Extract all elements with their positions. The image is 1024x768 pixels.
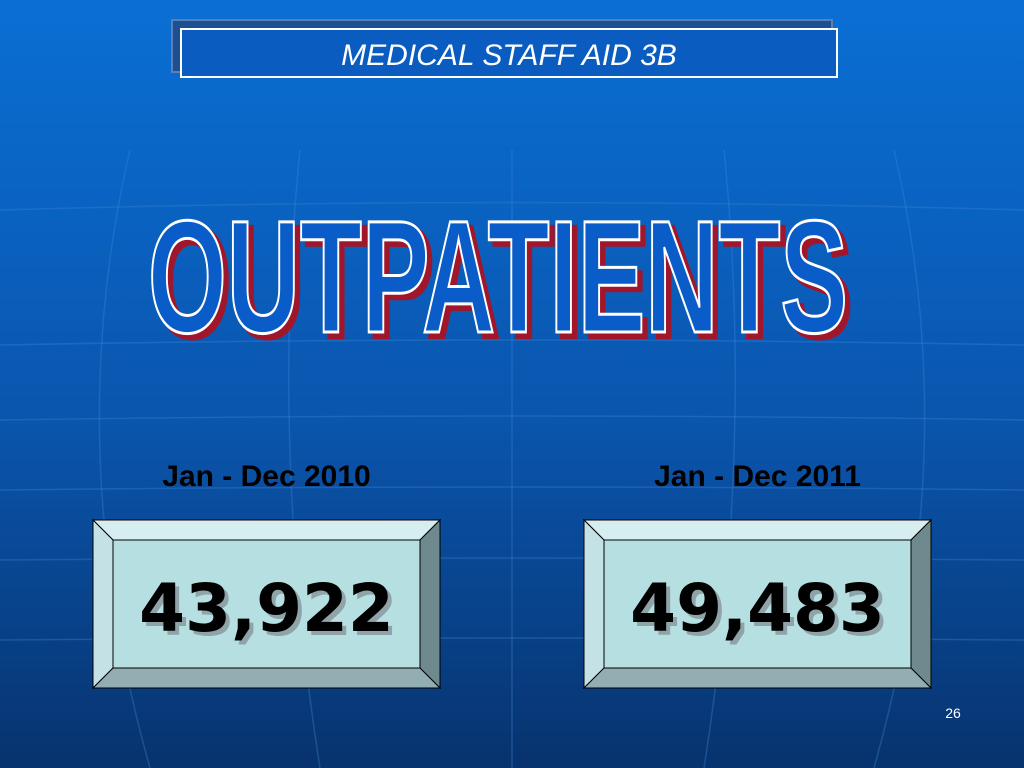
page-number: 26 <box>945 705 961 721</box>
period-label: Jan - Dec 2011 <box>654 460 861 493</box>
title-box <box>180 28 838 78</box>
bevel-top <box>582 519 933 541</box>
title: MEDICAL STAFF AID 3B <box>341 39 677 72</box>
value-box <box>603 539 912 669</box>
value: 43,922 <box>139 570 394 647</box>
heading-shadow: OUTPATIENTS <box>153 192 853 371</box>
value-box <box>112 539 421 669</box>
bevel-left <box>92 518 114 690</box>
heading: OUTPATIENTS <box>148 187 848 366</box>
value: 49,483 <box>630 570 885 647</box>
bevel-top <box>91 519 442 541</box>
bevel-right <box>910 518 932 690</box>
bevel-bottom <box>91 667 442 689</box>
bevel-right <box>419 518 441 690</box>
period-label: Jan - Dec 2010 <box>162 460 370 493</box>
bevel-bottom <box>582 667 933 689</box>
bevel-left <box>583 518 605 690</box>
value-shadow: 43,922 <box>143 574 398 651</box>
value-shadow: 49,483 <box>634 574 889 651</box>
